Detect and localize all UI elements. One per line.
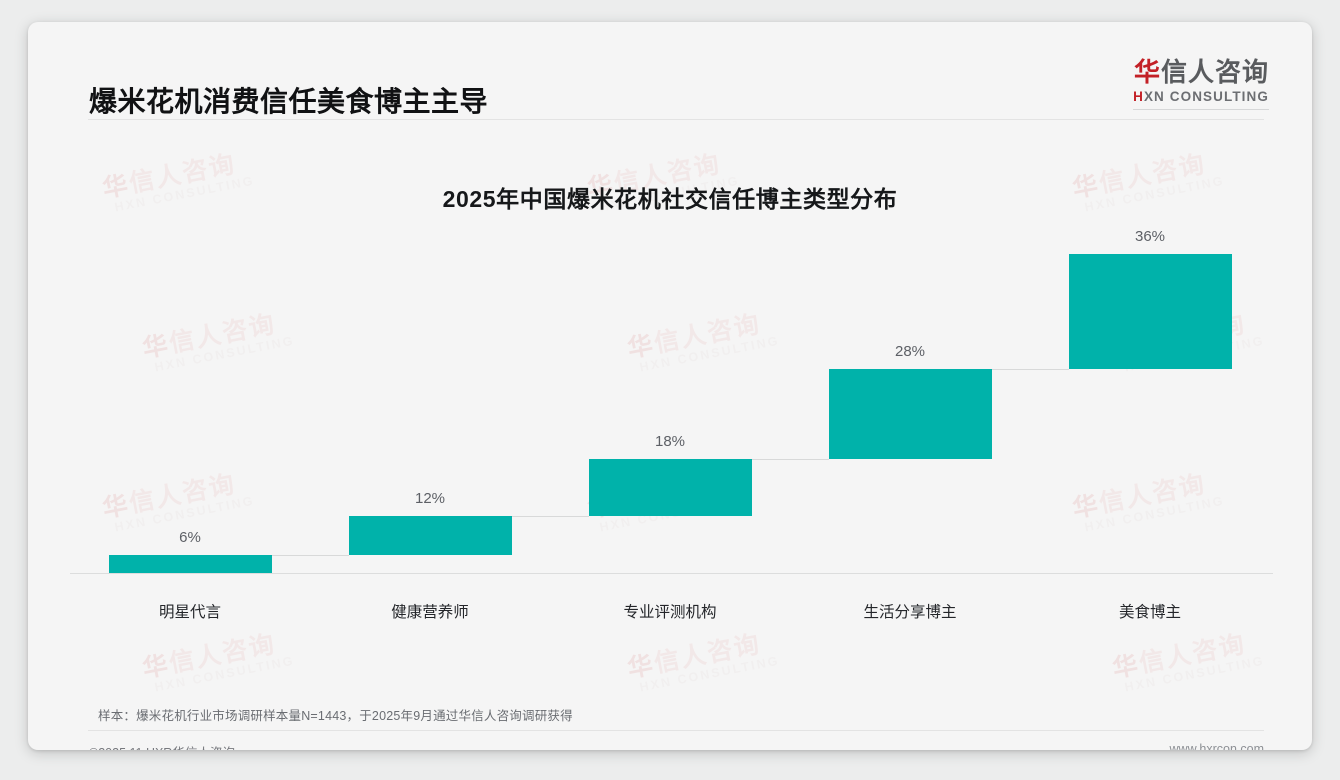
bar-生活分享博主[interactable] (828, 369, 992, 459)
bar-value-label: 12% (414, 490, 446, 508)
slide-footer: ©2025.11 HXR华信人咨询 www.hxrcon.com (28, 730, 1312, 750)
bar-value-label: 36% (1134, 228, 1166, 245)
logo-en-rest: XN CONSULTING (1143, 89, 1269, 105)
waterfall-connector (511, 516, 589, 518)
waterfall-connector (751, 458, 829, 460)
chart-baseline (70, 573, 1273, 574)
slide-card: 华信人咨询 HXN CONSULTING 华信人咨询 HXN CONSULTING 华信… (28, 22, 1312, 750)
logo-underline (1133, 109, 1269, 111)
x-tick-健康营养师: 健康营养师 (391, 604, 469, 621)
waterfall-connector (991, 369, 1069, 371)
website-url: www.hxrcon.com (1169, 742, 1264, 750)
bar-专业评测机构[interactable] (588, 458, 752, 517)
waterfall-connector (271, 554, 349, 556)
logo-chinese-text: 华信人咨询 (1133, 57, 1269, 87)
bar-value-label: 6% (179, 528, 201, 546)
bar-明星代言[interactable] (108, 554, 272, 574)
bar-value-label: 18% (654, 432, 686, 450)
bar-美食博主[interactable] (1068, 254, 1232, 370)
x-tick-美食博主: 美食博主 (1118, 604, 1181, 621)
logo-cn-red-char: 华 (1133, 57, 1161, 87)
logo-cn-rest: 信人咨询 (1160, 57, 1269, 87)
x-tick-专业评测机构: 专业评测机构 (623, 604, 717, 621)
logo-english-text: HXN CONSULTING (1133, 89, 1269, 104)
copyright-text: ©2025.11 HXR华信人咨询 (89, 742, 235, 750)
header-divider (88, 119, 1264, 120)
waterfall-chart-plot: 6% 12% 18% 28% 36% (70, 228, 1270, 574)
bar-健康营养师[interactable] (348, 516, 512, 555)
x-axis-labels: 明星代言 健康营养师 专业评测机构 生活分享博主 美食博主 (70, 600, 1270, 624)
logo-en-red-char: H (1133, 89, 1144, 105)
page-title: 爆米花机消费信任美食博主主导 (89, 86, 489, 117)
slide-header: 爆米花机消费信任美食博主主导 华信人咨询 HXN CONSULTING (28, 22, 1312, 120)
x-tick-生活分享博主: 生活分享博主 (863, 604, 957, 621)
company-logo: 华信人咨询 HXN CONSULTING (1133, 57, 1269, 111)
sample-footnote: 样本：爆米花机行业市场调研样本量N=1443，于2025年9月通过华信人咨询调研… (98, 709, 573, 723)
footer-divider (88, 730, 1264, 731)
chart-title: 2025年中国爆米花机社交信任博主类型分布 (442, 186, 898, 212)
bar-value-label: 28% (894, 343, 926, 361)
x-tick-明星代言: 明星代言 (158, 604, 221, 621)
